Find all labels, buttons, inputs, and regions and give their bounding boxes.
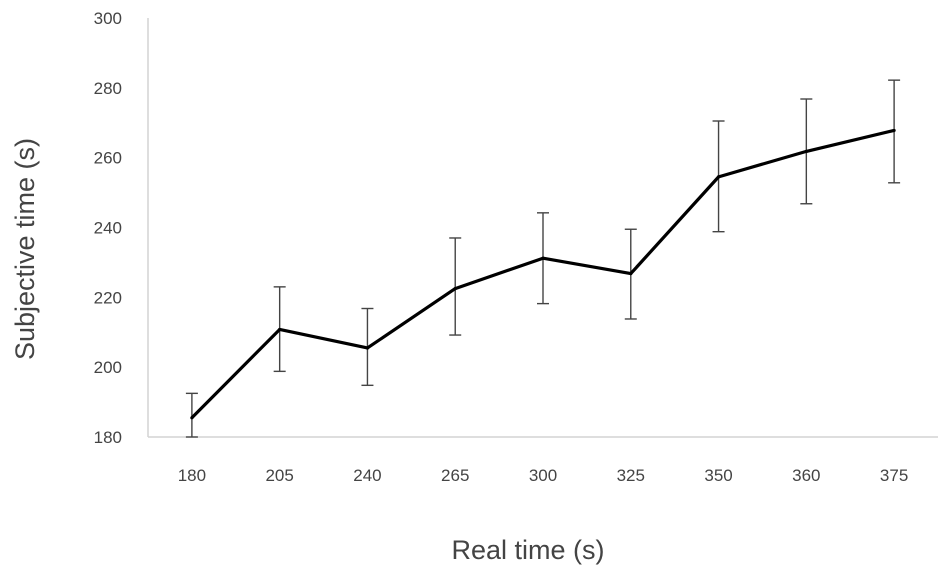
data-point [365, 346, 370, 350]
series-lines [190, 128, 896, 420]
x-axis-title: Real time (s) [451, 535, 604, 565]
data-point [190, 416, 194, 420]
chart-axes [147, 18, 938, 438]
error-bar [449, 237, 462, 336]
x-tick-label: 360 [792, 466, 820, 485]
y-tick-label: 180 [94, 428, 122, 447]
y-tick-label: 200 [94, 358, 122, 377]
x-tick-labels: 180 205 240 265 300 325 350 360 375 [178, 466, 909, 485]
y-axis-title: Subjective time (s) [10, 138, 40, 360]
y-tick-labels: 180 200 220 240 260 280 300 [94, 9, 122, 447]
error-bar [185, 392, 198, 438]
data-point [892, 128, 896, 133]
data-point [629, 271, 633, 276]
y-tick-label: 300 [94, 9, 122, 28]
x-tick-label: 265 [441, 466, 469, 485]
x-tick-label: 350 [704, 466, 732, 485]
y-tick-label: 280 [94, 79, 122, 98]
x-tick-label: 300 [529, 466, 557, 485]
y-tick-label: 220 [94, 288, 122, 307]
data-point [541, 256, 545, 260]
x-tick-label: 240 [353, 466, 381, 485]
data-point [716, 175, 721, 179]
x-tick-label: 375 [880, 466, 908, 485]
data-point [804, 149, 808, 153]
y-tick-label: 260 [94, 149, 122, 168]
x-tick-label: 205 [265, 466, 293, 485]
data-point [278, 327, 282, 332]
y-tick-label: 240 [94, 219, 122, 238]
data-point [453, 287, 457, 291]
x-tick-label: 325 [617, 466, 645, 485]
x-tick-label: 180 [178, 466, 206, 485]
